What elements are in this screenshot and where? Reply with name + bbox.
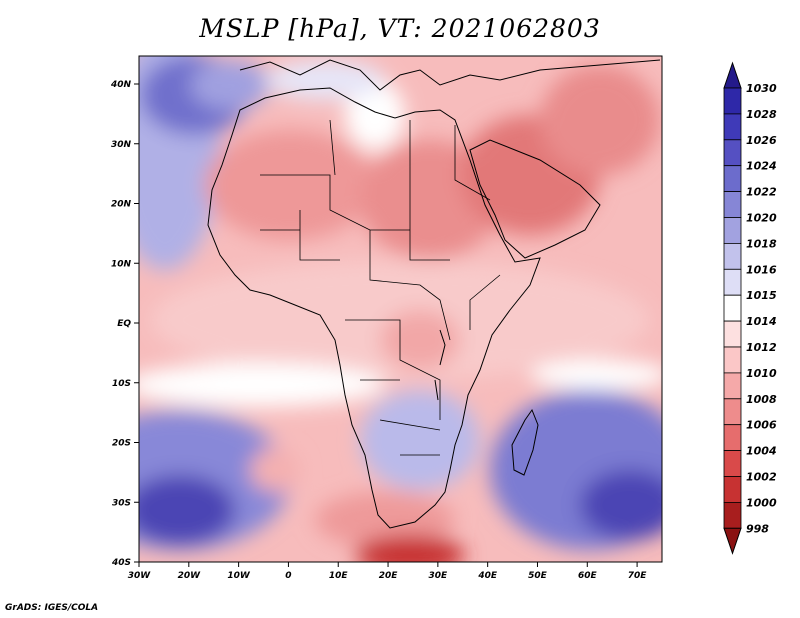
colorbar-swatch bbox=[723, 87, 742, 115]
coastlines-borders bbox=[207, 59, 661, 529]
colorbar-label: 1004 bbox=[746, 445, 777, 458]
x-tick-label: 30W bbox=[128, 571, 152, 581]
colorbar-label: 1020 bbox=[746, 212, 777, 225]
y-tick-label: 40S bbox=[111, 558, 131, 568]
x-tick-label: 60E bbox=[578, 571, 598, 581]
europe-coast bbox=[239, 59, 661, 91]
colorbar-label: 1002 bbox=[746, 471, 777, 484]
colorbar-label: 998 bbox=[746, 522, 769, 535]
colorbar-label: 1028 bbox=[746, 108, 777, 121]
y-tick-label: 10S bbox=[112, 379, 131, 389]
colorbar-label: 1015 bbox=[746, 289, 777, 302]
colorbar-swatch bbox=[723, 346, 742, 374]
colorbar-swatch bbox=[723, 372, 742, 400]
colorbar-label: 1006 bbox=[746, 419, 777, 432]
x-tick-label: 50E bbox=[528, 571, 548, 581]
y-tick-label: EQ bbox=[117, 319, 131, 329]
x-tick-label: 40E bbox=[477, 571, 498, 581]
colorbar-label: 1012 bbox=[746, 341, 777, 354]
colorbar-swatch bbox=[723, 424, 742, 452]
colorbar-swatch bbox=[723, 139, 742, 167]
y-tick-label: 20S bbox=[112, 439, 131, 449]
y-tick-label: 40N bbox=[110, 80, 132, 90]
colorbar-swatch bbox=[723, 501, 742, 529]
x-tick-label: 10W bbox=[227, 571, 251, 581]
x-tick-label: 70E bbox=[628, 571, 648, 581]
colorbar-swatch bbox=[723, 191, 742, 218]
africa-coastline bbox=[207, 87, 541, 529]
colorbar-swatch bbox=[723, 476, 742, 503]
colorbar-swatch bbox=[723, 268, 742, 296]
y-tick-label: 30S bbox=[112, 498, 131, 508]
colorbar-label: 1008 bbox=[746, 393, 777, 406]
x-tick-label: 30E bbox=[429, 571, 449, 581]
colorbar-swatch bbox=[723, 242, 742, 270]
colorbar-swatch bbox=[723, 398, 742, 426]
madagascar bbox=[511, 408, 539, 476]
colorbar-label: 1024 bbox=[746, 160, 777, 173]
y-tick-label: 20N bbox=[111, 200, 132, 210]
x-tick-label: 0 bbox=[285, 571, 291, 581]
colorbar-swatch bbox=[723, 294, 742, 322]
map-title: MSLP [hPa], VT: 2021062803 bbox=[199, 14, 601, 43]
colorbar-label: 1000 bbox=[746, 496, 777, 509]
colorbar-swatch bbox=[723, 165, 742, 192]
x-tick-label: 20E bbox=[379, 571, 399, 581]
colorbar-label: 1010 bbox=[746, 367, 777, 380]
pressure-field bbox=[139, 56, 662, 562]
colorbar-swatch bbox=[723, 320, 742, 348]
colorbar-swatch bbox=[723, 113, 742, 141]
colorbar-swatch bbox=[723, 450, 742, 477]
country-borders bbox=[260, 119, 501, 456]
colorbar: 1030 1028 1026 1024 1022 1020 1018 1016 1015 1014… bbox=[723, 61, 777, 555]
map-axes: 30W 20W 10W 0 10E 20E 30E 40E 50E 60E 70E 40N 30N 20N… bbox=[110, 80, 647, 581]
map-frame bbox=[138, 55, 663, 563]
colorbar-label: 1018 bbox=[746, 237, 777, 250]
colorbar-top-arrow bbox=[723, 61, 742, 89]
x-tick-label: 10E bbox=[329, 571, 349, 581]
credit-label: GrADS: IGES/COLA bbox=[5, 603, 99, 613]
x-tick-label: 20W bbox=[178, 571, 202, 581]
y-tick-label: 30N bbox=[111, 140, 132, 150]
colorbar-label: 1014 bbox=[746, 315, 777, 328]
arabian-peninsula bbox=[469, 139, 601, 259]
colorbar-swatch bbox=[723, 217, 742, 244]
colorbar-label: 1016 bbox=[746, 263, 777, 276]
colorbar-label: 1030 bbox=[746, 82, 777, 95]
colorbar-bottom-arrow bbox=[723, 527, 742, 555]
colorbar-label: 1026 bbox=[746, 134, 777, 147]
y-tick-label: 10N bbox=[111, 259, 132, 269]
colorbar-label: 1022 bbox=[746, 186, 777, 199]
great-lakes bbox=[434, 329, 446, 401]
